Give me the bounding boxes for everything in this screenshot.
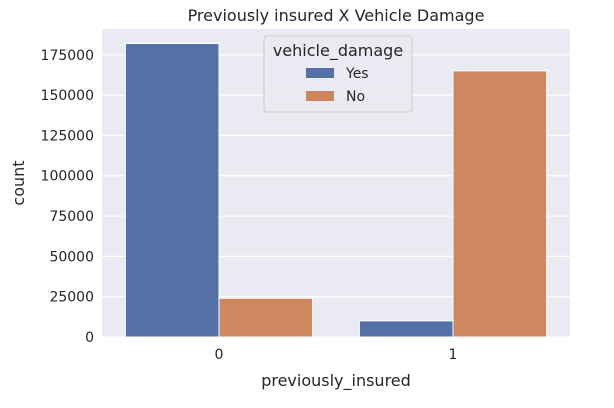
legend-box (263, 35, 413, 113)
y-tick-label: 25000 (49, 290, 94, 306)
bar-yes-1 (358, 320, 454, 338)
legend-label-no: No (346, 89, 365, 105)
legend-swatch-yes (306, 68, 334, 78)
bars (124, 43, 548, 338)
bar-yes-0 (124, 43, 220, 338)
y-tick-label: 100000 (41, 169, 94, 185)
y-axis-label: count (9, 160, 28, 205)
y-tick-label: 0 (85, 330, 94, 346)
legend-items: Yes No (306, 66, 369, 105)
y-tick-label: 125000 (41, 128, 94, 144)
x-axis-label: previously_insured (261, 371, 411, 391)
x-tick-label: 1 (449, 347, 458, 363)
legend-title: vehicle_damage (273, 41, 403, 61)
y-tick-label: 175000 (41, 48, 94, 64)
legend: vehicle_damage Yes No (263, 35, 413, 113)
bar-no-0 (218, 297, 314, 338)
y-tick-labels: 0 25000 50000 75000 100000 125000 150000 175000 (41, 48, 94, 346)
y-tick-label: 150000 (41, 88, 94, 104)
bar-no-1 (452, 70, 548, 338)
y-tick-label: 50000 (49, 249, 94, 265)
legend-label-yes: Yes (345, 66, 369, 82)
x-tick-label: 0 (215, 347, 224, 363)
chart-title: Previously insured X Vehicle Damage (188, 6, 485, 25)
y-tick-label: 75000 (49, 209, 94, 225)
legend-swatch-no (306, 91, 334, 101)
